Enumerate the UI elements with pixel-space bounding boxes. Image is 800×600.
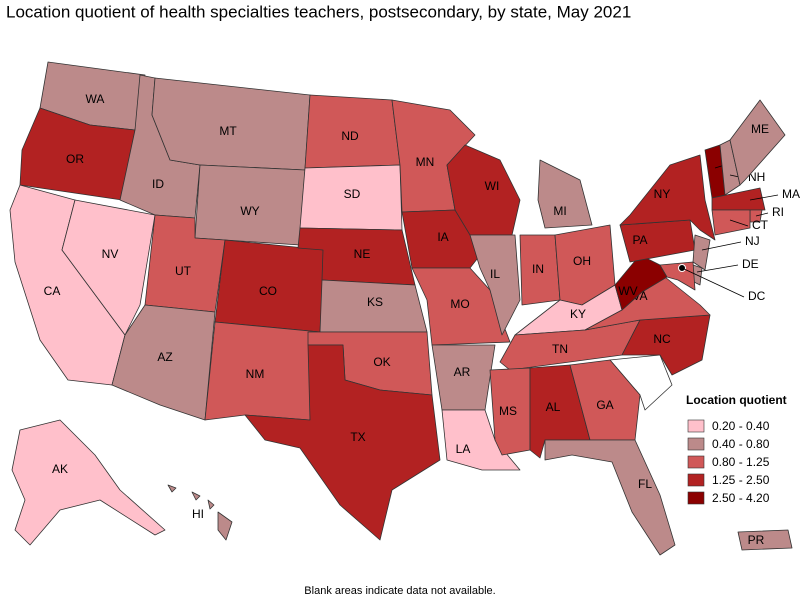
legend-title: Location quotient [686,393,787,407]
state [111,304,216,421]
state [711,187,766,211]
state-label: CA [44,284,61,298]
state-label: UT [175,264,192,278]
leader-line [755,212,769,217]
state-label: NY [654,187,671,201]
map-title: Location quotient of health specialties … [6,2,631,21]
state [569,359,641,441]
state-label: MI [553,204,566,218]
legend-label: 1.25 - 2.50 [712,473,770,487]
leader-line [701,241,742,251]
state-label: DE [742,257,759,271]
state [11,419,166,546]
state-label: ND [341,129,359,143]
leader-line [729,219,749,227]
state [544,439,676,556]
state-label: AR [454,365,471,379]
state-label: OR [66,152,84,166]
state-label: LA [456,442,471,456]
state [167,484,177,493]
state [191,491,201,501]
legend-swatch [687,437,705,451]
legend-label: 0.40 - 0.80 [712,437,770,451]
state-label: PR [748,533,765,547]
leader-line [681,267,745,298]
legend-swatch [687,473,705,487]
leader-line [696,264,739,273]
state [729,99,786,186]
state [619,154,716,241]
legend-swatch [687,419,705,433]
state-label: ME [751,122,769,136]
state-label: OH [573,254,591,268]
state-label: PA [632,233,647,247]
state [441,409,521,471]
state [411,267,511,346]
state-label: MN [416,155,435,169]
state-label: NC [653,332,671,346]
legend-label: 0.20 - 0.40 [712,419,770,433]
legend-label: 0.80 - 1.25 [712,455,770,469]
state-label: DC [748,289,766,303]
state [217,511,233,541]
state-label: KS [367,295,383,309]
state-label: RI [772,205,784,219]
legend-swatch [687,455,705,469]
leader-line [749,194,779,201]
state-label: NV [102,247,119,261]
state-label: MO [450,297,469,311]
state-label: TN [552,342,568,356]
state-label: TX [350,430,365,444]
state-label: MA [782,187,800,201]
state-label: SD [344,187,361,201]
state-label: KY [570,307,586,321]
state-label: AK [52,462,68,476]
state-label: OK [373,355,390,369]
state [659,261,696,291]
state [692,234,711,271]
state-label: WI [485,179,500,193]
state [446,144,521,236]
state-label: CO [259,284,277,298]
state [469,234,521,336]
state [207,499,215,510]
state [737,529,793,551]
legend-swatch [687,491,705,505]
state-label: HI [192,507,204,521]
state [244,344,441,541]
state-label: NJ [745,234,760,248]
state [619,219,696,263]
state-label: ID [152,177,164,191]
state-label: CT [752,218,769,232]
state-label: WA [86,92,105,106]
state [61,199,156,336]
state [537,159,593,229]
state [489,367,531,456]
footnote: Blank areas indicate data not available. [304,585,495,597]
state-label: AL [546,400,561,414]
state-label: NH [748,170,765,184]
state-label: FL [638,477,652,491]
state-label: NE [354,247,371,261]
state-label: IL [490,267,500,281]
state [711,209,751,236]
state-label: NM [246,367,265,381]
state-label: WV [618,284,637,298]
state-label: WY [240,204,259,218]
state-label: MT [219,124,237,138]
state-label: MS [499,404,517,418]
state-label: GA [596,398,613,412]
state-label: IA [437,230,448,244]
state-label: AZ [157,350,172,364]
legend-label: 2.50 - 4.20 [712,491,770,505]
state-label: IN [532,262,544,276]
